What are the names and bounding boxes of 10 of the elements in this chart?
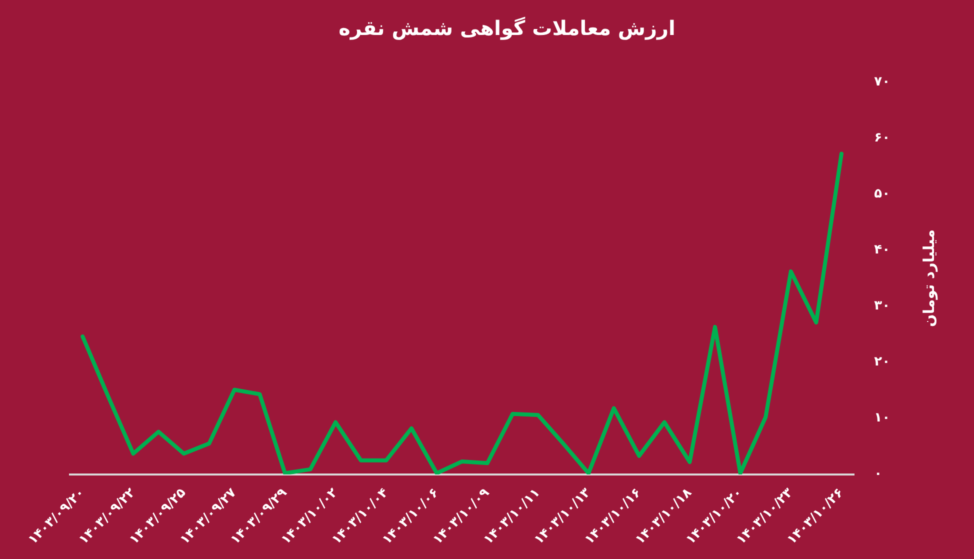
y-tick-label: ۳۰ <box>874 298 890 314</box>
chart-title: ارزش معاملات گواهی شمش نقره <box>338 16 676 40</box>
y-tick-label: ۷۰ <box>874 74 890 90</box>
y-tick-label: ۴۰ <box>874 242 890 258</box>
y-tick-label: ۲۰ <box>874 354 890 370</box>
y-tick-label: ۵۰ <box>874 186 890 202</box>
y-axis-title: میلیارد تومان <box>920 229 938 327</box>
y-tick-label: ۰ <box>874 466 882 482</box>
y-tick-label: ۶۰ <box>874 130 890 146</box>
y-tick-label: ۱۰ <box>874 410 890 426</box>
